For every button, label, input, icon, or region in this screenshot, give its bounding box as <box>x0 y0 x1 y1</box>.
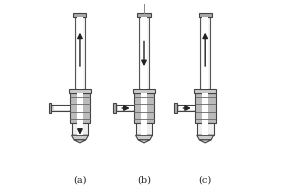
Polygon shape <box>71 135 88 140</box>
Bar <box>137 13 151 17</box>
Bar <box>195 93 215 123</box>
Bar <box>139 17 149 89</box>
Bar <box>141 93 147 123</box>
Bar <box>73 13 86 17</box>
Bar <box>136 123 152 135</box>
Bar <box>115 105 134 111</box>
Polygon shape <box>138 140 150 143</box>
Bar <box>197 123 214 135</box>
Bar <box>141 123 147 135</box>
Bar <box>69 89 91 93</box>
Bar <box>118 106 134 110</box>
Text: (a): (a) <box>73 176 87 185</box>
Bar <box>194 89 216 93</box>
Polygon shape <box>197 135 214 140</box>
Bar <box>200 17 210 89</box>
Bar <box>202 93 208 123</box>
Bar <box>202 123 208 135</box>
Bar <box>77 93 83 123</box>
Bar <box>77 123 83 135</box>
Polygon shape <box>199 140 211 143</box>
Bar <box>179 106 195 110</box>
Text: (c): (c) <box>198 176 212 185</box>
Bar <box>49 103 52 113</box>
Bar <box>77 17 83 89</box>
Bar <box>202 17 208 89</box>
Polygon shape <box>74 140 86 143</box>
Bar <box>199 13 212 17</box>
Bar <box>75 17 85 89</box>
Bar <box>54 106 70 110</box>
Bar <box>134 93 154 123</box>
Bar <box>133 89 155 93</box>
Text: (b): (b) <box>137 176 151 185</box>
Bar <box>70 93 90 123</box>
Bar <box>71 123 88 135</box>
Bar <box>141 17 147 89</box>
Bar <box>52 105 70 111</box>
Bar <box>177 105 195 111</box>
Bar <box>113 103 115 113</box>
Bar <box>175 103 177 113</box>
Polygon shape <box>136 135 152 140</box>
